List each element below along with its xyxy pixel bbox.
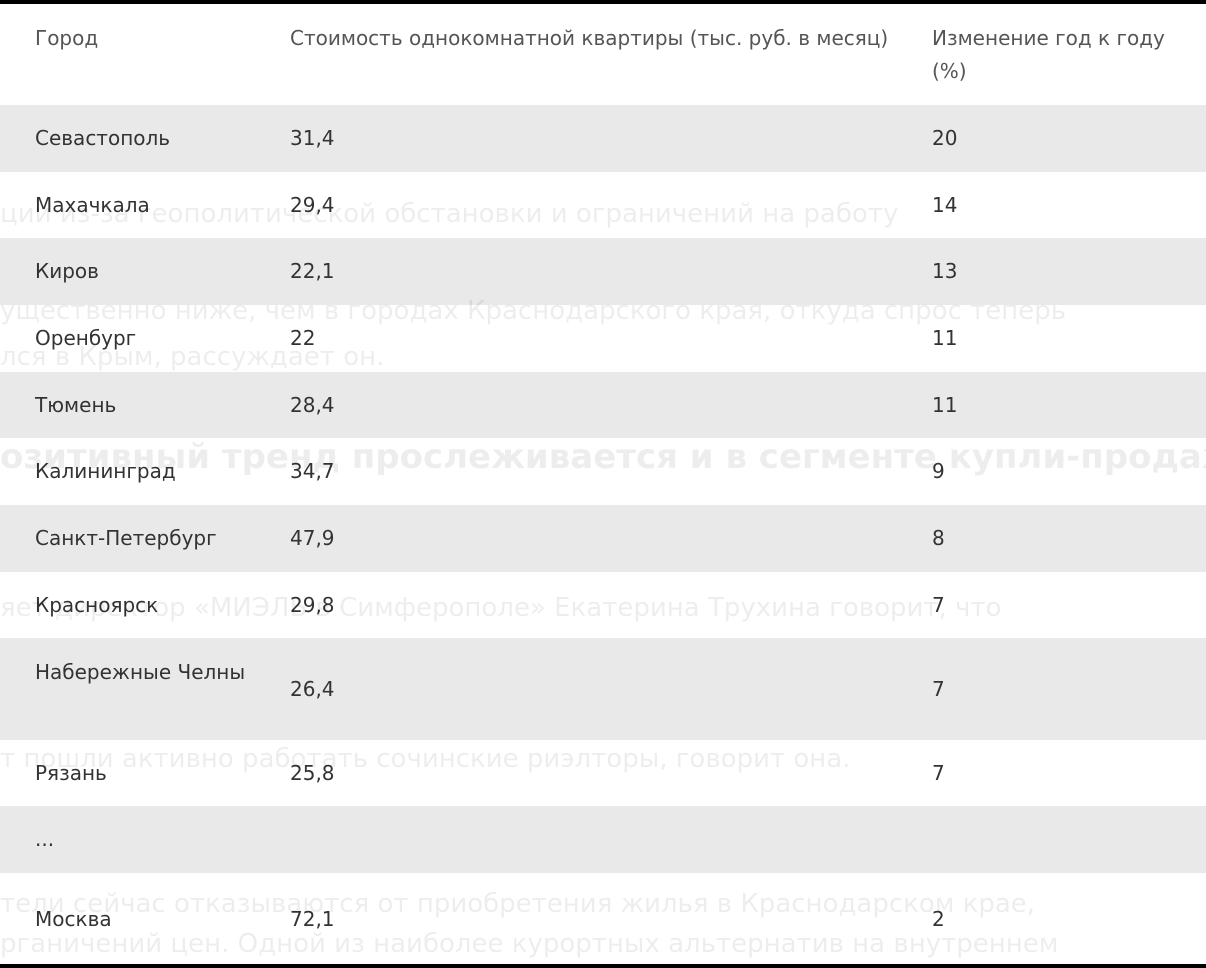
- table-row: Оренбург 22 11: [0, 305, 1206, 372]
- table-cell: 47,9: [290, 526, 335, 550]
- background-text: лся в Крым, рассуждает он.: [0, 342, 385, 372]
- table-cell: Тюмень: [35, 392, 117, 417]
- table-cell: 26,4: [290, 676, 335, 701]
- table-cell: Красноярск: [35, 592, 159, 617]
- background-text: т пошли активно работать сочинские риэлт…: [0, 744, 851, 774]
- table-cell: Махачкала: [35, 192, 150, 217]
- table-header: Город Стоимость однокомнатной квартиры (т…: [0, 4, 1206, 105]
- table-cell: 7: [932, 760, 945, 785]
- table-cell: 22: [290, 326, 316, 350]
- table-row: Москва 72,1 2: [0, 873, 1206, 964]
- table-cell: 34,7: [290, 459, 335, 483]
- table-row: Тюмень 28,4 11: [0, 372, 1206, 438]
- table-cell: Рязань: [35, 760, 107, 785]
- table-page: Город Стоимость однокомнатной квартиры (т…: [0, 4, 1206, 964]
- table-cell: 11: [932, 392, 958, 417]
- table-cell: 28,4: [290, 392, 335, 417]
- table-cell: 20: [932, 126, 958, 150]
- background-text: рганичений цен. Одной из наиболее курорт…: [0, 929, 1059, 959]
- table-row: Красноярск 29,8 7: [0, 572, 1206, 638]
- table-row: Киров 22,1 13: [0, 238, 1206, 305]
- table-cell: 14: [932, 192, 958, 217]
- table-row: Махачкала 29,4 14: [0, 172, 1206, 238]
- table-cell: 2: [932, 906, 945, 931]
- table-row: Санкт-Петербург 47,9 8: [0, 505, 1206, 572]
- table-row: Рязань 25,8 7: [0, 740, 1206, 806]
- table-cell: 29,8: [290, 592, 335, 617]
- table-cell: Оренбург: [35, 326, 137, 350]
- table-cell: 7: [932, 592, 945, 617]
- table-cell: Москва: [35, 906, 112, 931]
- header-cell: Город: [35, 26, 99, 50]
- header-cell: Стоимость однокомнатной квартиры (тыс. р…: [290, 26, 889, 50]
- table-cell: Набережные Челны: [35, 660, 246, 684]
- table-cell: Севастополь: [35, 126, 171, 150]
- background-text: ущественно ниже, чем в городах Краснодар…: [0, 296, 1067, 326]
- table-cell: 25,8: [290, 760, 335, 785]
- table-cell: 7: [932, 676, 945, 701]
- background-text: тели сейчас отказываются от приобретения…: [0, 889, 1036, 919]
- background-text: озитивный тренд прослеживается и в сегме…: [0, 437, 1206, 477]
- table-cell: 13: [932, 259, 958, 283]
- header-cell: Изменение год к году (%): [932, 26, 1165, 83]
- table-cell: 72,1: [290, 906, 335, 931]
- table-cell: Калининград: [35, 459, 176, 483]
- table-cell: Киров: [35, 259, 99, 283]
- table-row: Севастополь 31,4 20: [0, 105, 1206, 172]
- table-cell: 8: [932, 526, 945, 550]
- table-row: Калининград 34,7 9: [0, 438, 1206, 505]
- table-cell: 9: [932, 459, 945, 483]
- table-row: ...: [0, 806, 1206, 873]
- table-cell: Санкт-Петербург: [35, 526, 217, 550]
- table-cell: ...: [35, 827, 55, 851]
- table-cell: 11: [932, 326, 958, 350]
- table-cell: 22,1: [290, 259, 335, 283]
- background-text: яет директор «МИЭЛЬ в Симферополе» Екате…: [0, 593, 1002, 623]
- background-text: ции из-за геополитической обстановки и о…: [0, 199, 899, 229]
- table-row: Набережные Челны 26,4 7: [0, 638, 1206, 740]
- table-cell: 29,4: [290, 192, 335, 217]
- table-cell: 31,4: [290, 126, 335, 150]
